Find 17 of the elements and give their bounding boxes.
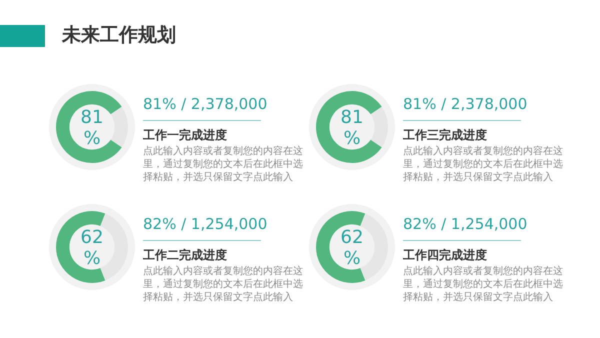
text: 点此输入内容或者复制您的内容在这里，通过复制您的文本后在此框中选择粘贴，并选只保留文字点此输入 [143,265,304,304]
text: 82% / 1,254,000 [403,215,528,233]
text: 工作三完成进度 [403,128,487,142]
text: 点此输入内容或者复制您的内容在这里，通过复制您的文本后在此框中选择粘贴，并选只保留文字点此输入 [403,265,564,304]
data-label: 81 % [80,107,104,149]
text: 81% / 2,378,000 [403,95,528,113]
data-label: 81 % [340,107,364,149]
text: 工作二完成进度 [143,248,227,262]
text: 81% / 2,378,000 [143,95,268,113]
text: 82% / 1,254,000 [143,215,268,233]
text: 点此输入内容或者复制您的内容在这里，通过复制您的文本后在此框中选择粘贴，并选只保留文字点此输入 [403,145,564,184]
text: 工作一完成进度 [143,128,227,142]
data-label: 62 % [80,227,104,269]
text: 点此输入内容或者复制您的内容在这里，通过复制您的文本后在此框中选择粘贴，并选只保留文字点此输入 [143,145,304,184]
data-label: 62 % [340,227,364,269]
text: 未来工作规划 [62,23,176,48]
text: 工作四完成进度 [403,248,487,262]
